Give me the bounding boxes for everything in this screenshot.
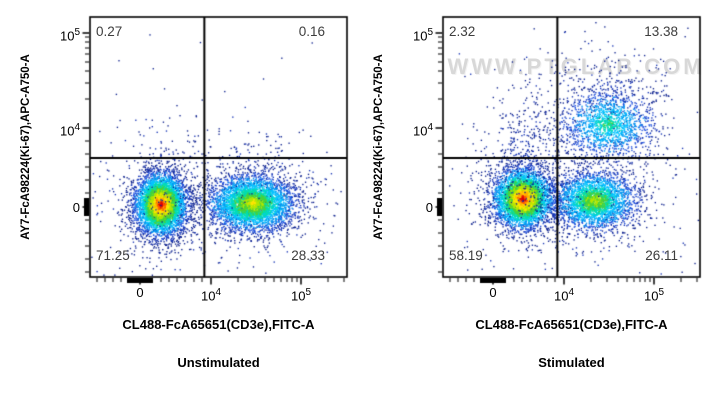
- x-axis-label: CL488-FcA65651(CD3e),FITC-A: [475, 317, 668, 332]
- quadrant-pct-top-right: 0.16: [298, 24, 325, 39]
- quadrant-pct-bottom-right: 28.33: [291, 248, 325, 263]
- quadrant-pct-bottom-right: 26.11: [645, 248, 678, 263]
- panel-unstimulated: AY7-FcA98224(Ki-67),APC-A750-A 105 104 0…: [0, 0, 360, 420]
- quadrant-pct-top-left: 0.27: [96, 24, 123, 39]
- quadrant-pct-bottom-left: 58.19: [449, 248, 483, 263]
- x-axis-tick-label-1e5: 105: [290, 287, 312, 304]
- flow-plot-canvas-unstimulated: [0, 0, 353, 400]
- x-axis-tick-label-0: 0: [136, 285, 144, 300]
- panel-stimulated: WWW.PTGLAB.COM AY7-FcA98224(Ki-67),APC-A…: [353, 0, 713, 420]
- plot-title: Unstimulated: [177, 355, 260, 370]
- y-axis-tick-label-1e4: 104: [412, 122, 433, 139]
- y-axis-tick-label-0: 0: [425, 200, 433, 215]
- y-axis-tick-label-1e4: 104: [59, 122, 80, 139]
- x-axis-tick-label-1e5: 105: [643, 287, 665, 304]
- x-axis-tick-label-1e4: 104: [200, 287, 222, 304]
- quadrant-pct-top-left: 2.32: [449, 24, 476, 39]
- x-axis-tick-label-1e4: 104: [553, 287, 575, 304]
- y-axis-tick-label-0: 0: [72, 200, 80, 215]
- x-axis-label: CL488-FcA65651(CD3e),FITC-A: [122, 317, 315, 332]
- y-axis-tick-label-1e5: 105: [412, 27, 433, 44]
- plot-title: Stimulated: [538, 355, 605, 370]
- flow-plot-canvas-stimulated: [353, 0, 706, 400]
- quadrant-pct-bottom-left: 71.25: [96, 248, 130, 263]
- y-axis-tick-label-1e5: 105: [59, 27, 80, 44]
- x-axis-tick-label-0: 0: [489, 285, 497, 300]
- quadrant-pct-top-right: 13.38: [644, 24, 678, 39]
